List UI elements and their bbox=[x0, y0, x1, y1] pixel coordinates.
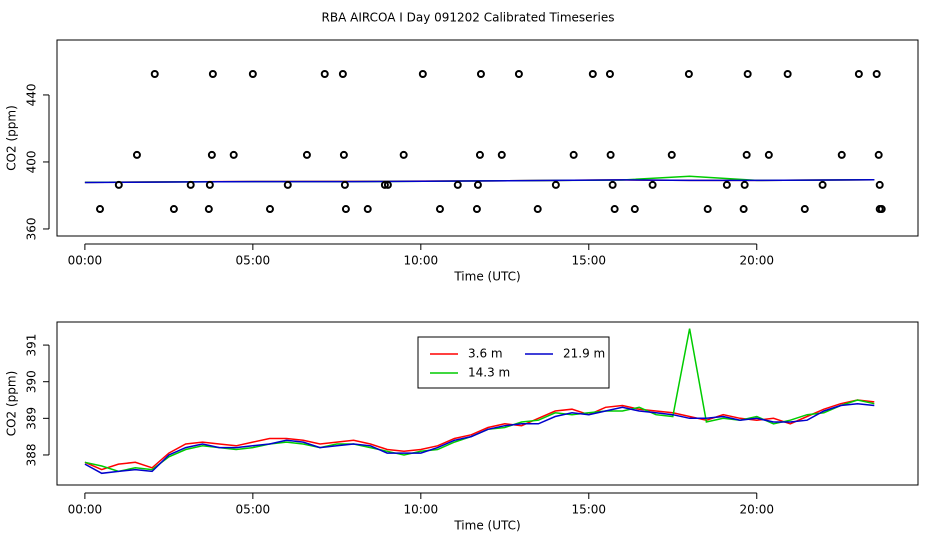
data-point bbox=[739, 205, 748, 214]
data-point bbox=[514, 70, 523, 79]
data-point bbox=[476, 70, 485, 79]
y-tick-label: 360 bbox=[25, 218, 39, 241]
plot-area bbox=[84, 70, 886, 214]
data-point bbox=[208, 70, 217, 79]
data-point bbox=[818, 180, 827, 189]
data-point bbox=[648, 180, 657, 189]
data-point bbox=[341, 205, 350, 214]
x-axis-label: Time (UTC) bbox=[453, 519, 520, 533]
data-point bbox=[764, 150, 773, 159]
data-point bbox=[207, 150, 216, 159]
data-point bbox=[875, 180, 884, 189]
legend-box bbox=[417, 336, 610, 389]
data-point bbox=[742, 150, 751, 159]
y-tick-label: 388 bbox=[25, 444, 39, 467]
data-point bbox=[606, 150, 615, 159]
data-point bbox=[630, 205, 639, 214]
data-point bbox=[610, 205, 619, 214]
data-point bbox=[302, 150, 311, 159]
y-tick-label: 390 bbox=[25, 370, 39, 393]
data-point bbox=[872, 70, 881, 79]
plot-area bbox=[84, 328, 875, 475]
data-point bbox=[854, 70, 863, 79]
data-point bbox=[283, 180, 292, 189]
data-line bbox=[84, 179, 875, 184]
plot-frame bbox=[56, 39, 919, 237]
data-point bbox=[399, 150, 408, 159]
data-point bbox=[472, 205, 481, 214]
data-point bbox=[743, 70, 752, 79]
y-tick-label: 400 bbox=[25, 151, 39, 174]
data-point bbox=[569, 150, 578, 159]
x-tick-label: 15:00 bbox=[571, 254, 606, 268]
legend-label: 14.3 m bbox=[468, 366, 510, 380]
data-point bbox=[837, 150, 846, 159]
data-point bbox=[877, 205, 886, 214]
data-point bbox=[229, 150, 238, 159]
data-point bbox=[338, 70, 347, 79]
data-point bbox=[874, 150, 883, 159]
x-tick-label: 15:00 bbox=[571, 503, 606, 517]
data-point bbox=[588, 70, 597, 79]
data-point bbox=[320, 70, 329, 79]
data-point bbox=[800, 205, 809, 214]
data-point bbox=[169, 205, 178, 214]
data-point bbox=[380, 180, 389, 189]
y-axis-label: CO2 (ppm) bbox=[5, 371, 19, 437]
data-point bbox=[265, 205, 274, 214]
data-point bbox=[684, 70, 693, 79]
data-point bbox=[667, 150, 676, 159]
y-tick-label: 391 bbox=[25, 334, 39, 357]
data-line bbox=[84, 402, 875, 475]
data-point bbox=[340, 180, 349, 189]
data-point bbox=[533, 205, 542, 214]
data-point bbox=[475, 150, 484, 159]
y-tick-label: 440 bbox=[25, 83, 39, 106]
data-point bbox=[186, 180, 195, 189]
data-line bbox=[84, 399, 875, 471]
data-point bbox=[551, 180, 560, 189]
data-point bbox=[95, 205, 104, 214]
data-point bbox=[205, 180, 214, 189]
data-point bbox=[703, 205, 712, 214]
x-tick-label: 20:00 bbox=[739, 254, 774, 268]
x-tick-label: 10:00 bbox=[404, 503, 439, 517]
data-point bbox=[363, 205, 372, 214]
plot-frame bbox=[56, 321, 919, 486]
x-tick-label: 05:00 bbox=[236, 254, 271, 268]
x-tick-label: 00:00 bbox=[68, 503, 103, 517]
x-tick-label: 00:00 bbox=[68, 254, 103, 268]
data-point bbox=[740, 180, 749, 189]
data-point bbox=[473, 180, 482, 189]
data-point bbox=[608, 180, 617, 189]
y-tick-label: 389 bbox=[25, 407, 39, 430]
data-point bbox=[783, 70, 792, 79]
data-point bbox=[132, 150, 141, 159]
figure-title: RBA AIRCOA I Day 091202 Calibrated Times… bbox=[322, 11, 615, 25]
data-point bbox=[435, 205, 444, 214]
legend-label: 3.6 m bbox=[468, 347, 503, 361]
data-point bbox=[453, 180, 462, 189]
data-point bbox=[150, 70, 159, 79]
x-tick-label: 10:00 bbox=[404, 254, 439, 268]
data-point bbox=[114, 180, 123, 189]
data-point bbox=[204, 205, 213, 214]
data-point bbox=[497, 150, 506, 159]
x-tick-label: 20:00 bbox=[739, 503, 774, 517]
data-point bbox=[418, 70, 427, 79]
data-point bbox=[339, 150, 348, 159]
data-point bbox=[383, 180, 392, 189]
y-axis-label: CO2 (ppm) bbox=[5, 105, 19, 171]
x-tick-label: 05:00 bbox=[236, 503, 271, 517]
data-point bbox=[722, 180, 731, 189]
data-point bbox=[605, 70, 614, 79]
legend-label: 21.9 m bbox=[563, 347, 605, 361]
data-point bbox=[248, 70, 257, 79]
x-axis-label: Time (UTC) bbox=[453, 270, 520, 284]
